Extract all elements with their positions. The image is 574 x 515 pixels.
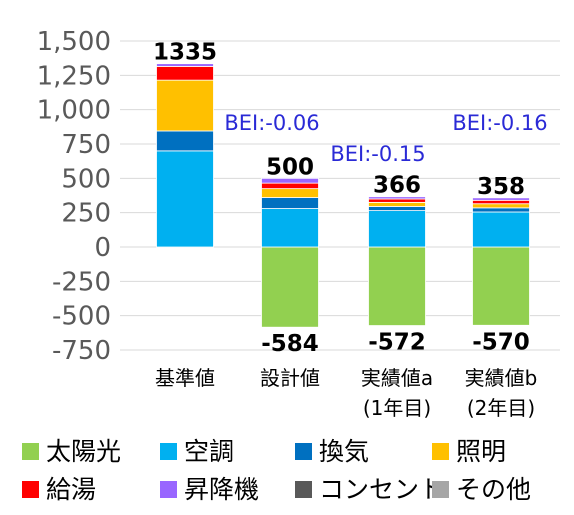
bei-annotation: BEI:-0.16 bbox=[452, 111, 547, 135]
legend-swatch bbox=[160, 443, 177, 460]
bar-segment bbox=[261, 177, 319, 184]
y-tick-label: 0 bbox=[94, 233, 111, 263]
legend-label: 昇降機 bbox=[184, 475, 259, 504]
bar-segment bbox=[368, 210, 426, 248]
bar-stacks bbox=[156, 63, 530, 328]
bar-segment bbox=[472, 203, 530, 209]
y-tick-label: -750 bbox=[52, 336, 111, 366]
bar-segment bbox=[156, 63, 214, 67]
bar-segment bbox=[156, 66, 214, 81]
bar-segment bbox=[472, 199, 530, 205]
y-tick-label: -500 bbox=[52, 302, 111, 332]
negative-total-label: -572 bbox=[368, 330, 426, 356]
negative-total-label: -584 bbox=[261, 331, 319, 357]
legend-label: 換気 bbox=[319, 437, 369, 466]
legend-swatch bbox=[160, 481, 177, 498]
category-labels: 基準値 設計値 実績値a (1年目) 実績値b (2年目) bbox=[155, 366, 537, 420]
y-tick-label: 250 bbox=[61, 199, 111, 229]
bar-segment bbox=[156, 130, 214, 152]
category-label: 設計値 bbox=[260, 366, 320, 390]
category-label: 実績値a bbox=[361, 366, 433, 390]
y-axis-tick-labels: 1,500 1,250 1,000 750 500 250 0 -250 -500 -750 bbox=[37, 27, 111, 366]
legend-swatch bbox=[22, 481, 39, 498]
total-labels: 1335 500 366 358 -584 -572 -570 bbox=[153, 40, 530, 358]
y-tick-label: 1,250 bbox=[37, 61, 111, 91]
y-tick-label: -250 bbox=[52, 267, 111, 297]
bei-annotation: BEI:-0.06 bbox=[224, 111, 319, 135]
bar-segment bbox=[261, 246, 319, 328]
bar-segment bbox=[261, 188, 319, 198]
y-tick-label: 500 bbox=[61, 164, 111, 194]
legend-swatch bbox=[22, 443, 39, 460]
legend-swatch bbox=[295, 443, 312, 460]
bar-segment bbox=[472, 197, 530, 201]
category-sublabel: (1年目) bbox=[363, 396, 431, 420]
legend-label: 空調 bbox=[184, 437, 234, 466]
total-label: 366 bbox=[373, 173, 421, 199]
y-tick-label: 750 bbox=[61, 130, 111, 160]
bar-segment bbox=[472, 211, 530, 248]
y-tick-label: 1,500 bbox=[37, 27, 111, 57]
bei-annotation: BEI:-0.15 bbox=[330, 142, 425, 166]
bar-segment bbox=[472, 246, 530, 326]
category-label: 実績値b bbox=[465, 366, 538, 390]
category-label: 基準値 bbox=[155, 366, 215, 390]
total-label: 500 bbox=[266, 154, 314, 180]
y-tick-label: 1,000 bbox=[37, 96, 111, 126]
bar-segment bbox=[261, 182, 319, 190]
total-label: 1335 bbox=[153, 40, 217, 66]
bar-segment bbox=[368, 201, 426, 207]
legend-label: コンセント bbox=[319, 475, 444, 504]
total-label: 358 bbox=[477, 174, 525, 200]
category-sublabel: (2年目) bbox=[467, 396, 535, 420]
legend-swatch bbox=[295, 481, 312, 498]
bar-segment bbox=[156, 79, 214, 132]
bar-segment bbox=[472, 207, 530, 213]
legend-label: 照明 bbox=[456, 437, 506, 466]
bar-segment bbox=[261, 208, 319, 248]
legend-label: 給湯 bbox=[46, 475, 96, 504]
legend-swatch bbox=[432, 481, 449, 498]
legend-label: 太陽光 bbox=[46, 437, 121, 466]
legend-label: その他 bbox=[456, 475, 531, 504]
bar-segment bbox=[368, 198, 426, 203]
legend-swatch bbox=[432, 443, 449, 460]
bar-segment bbox=[368, 246, 426, 326]
bar-segment bbox=[156, 150, 214, 248]
bar-segment bbox=[368, 206, 426, 212]
bar-segment bbox=[368, 196, 426, 200]
bar-segment bbox=[261, 197, 319, 209]
bei-annotations: BEI:-0.06 BEI:-0.15 BEI:-0.16 bbox=[224, 111, 547, 166]
negative-total-label: -570 bbox=[472, 329, 530, 355]
